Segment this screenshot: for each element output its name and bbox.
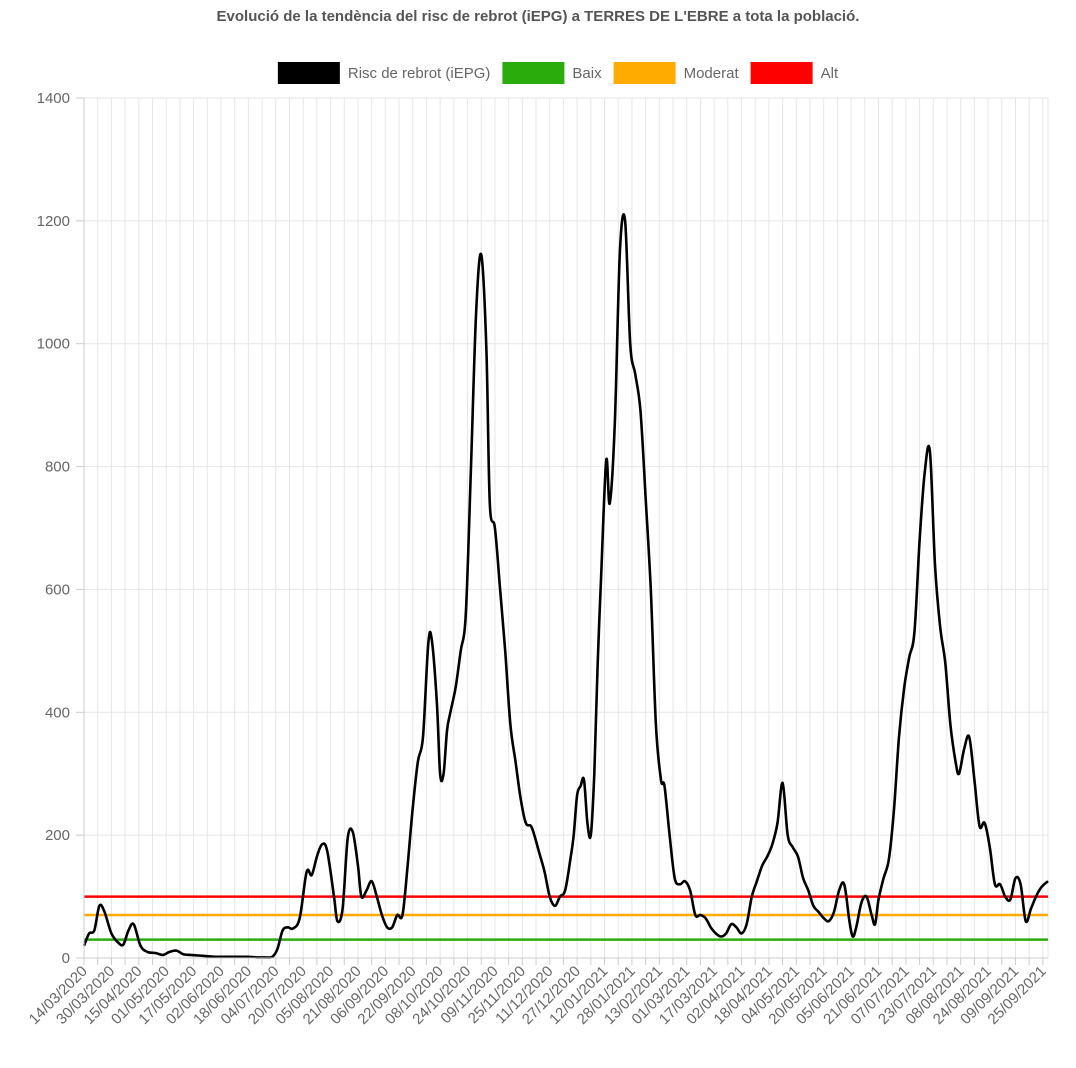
- y-tick-label: 0: [62, 950, 70, 967]
- legend-item-moderat[interactable]: Moderat: [613, 62, 740, 84]
- y-tick-label: 1400: [37, 90, 70, 107]
- y-tick-label: 800: [45, 459, 70, 476]
- threshold-lines: [84, 895, 1048, 941]
- legend-item-alt[interactable]: Alt: [750, 62, 839, 84]
- y-tick-label: 1200: [37, 213, 70, 230]
- axes: 020040060080010001200140014/03/202030/03…: [26, 90, 1050, 1028]
- y-tick-label: 1000: [37, 336, 70, 353]
- legend-label[interactable]: Baix: [572, 65, 602, 82]
- series-line-iepg: [82, 213, 1049, 959]
- legend-label[interactable]: Alt: [821, 65, 839, 82]
- legend-swatch[interactable]: [613, 62, 676, 84]
- grid: [83, 97, 1049, 959]
- legend[interactable]: Risc de rebrot (iEPG) Baix Moderat Alt: [277, 62, 839, 84]
- legend-swatch[interactable]: [750, 62, 813, 84]
- series-layer: [82, 213, 1049, 959]
- legend-item-baix[interactable]: Baix: [502, 62, 602, 84]
- legend-item-risc[interactable]: Risc de rebrot (iEPG): [277, 62, 491, 84]
- y-tick-label: 600: [45, 581, 70, 598]
- legend-label[interactable]: Moderat: [684, 65, 740, 82]
- chart-title: Evolució de la tendència del risc de reb…: [216, 8, 860, 25]
- y-tick-label: 200: [45, 827, 70, 844]
- legend-swatch[interactable]: [502, 62, 565, 84]
- y-tick-label: 400: [45, 704, 70, 721]
- legend-swatch[interactable]: [277, 62, 340, 84]
- legend-label[interactable]: Risc de rebrot (iEPG): [348, 65, 491, 82]
